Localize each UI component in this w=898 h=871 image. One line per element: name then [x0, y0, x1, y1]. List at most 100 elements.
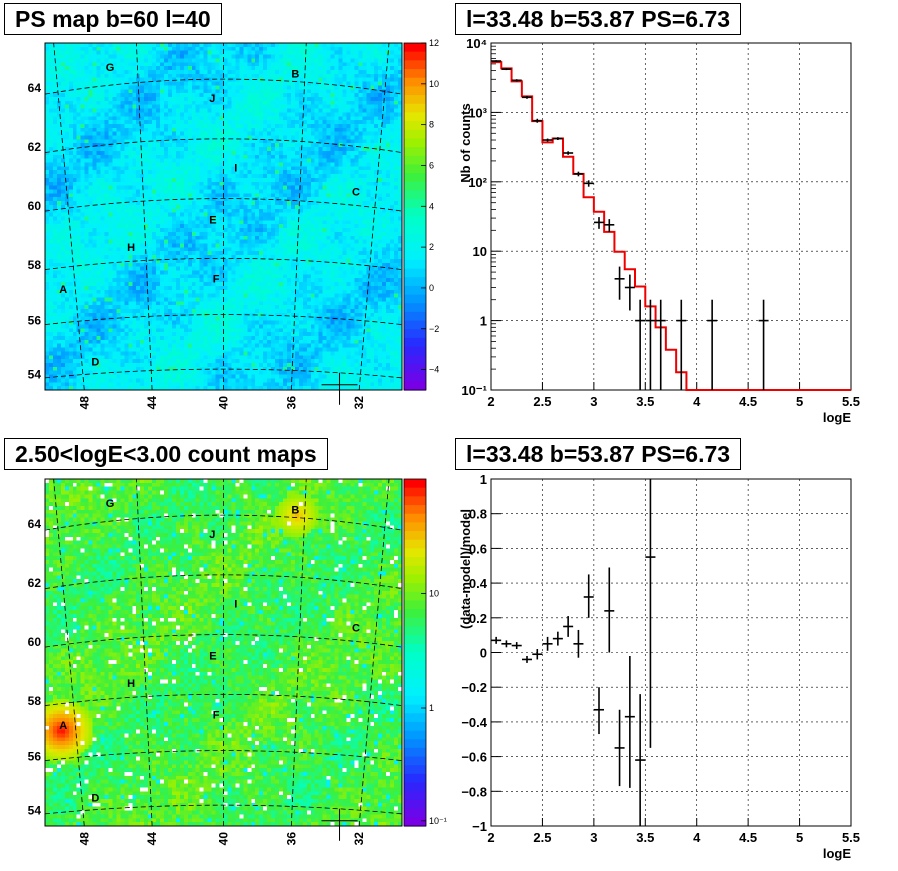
x-tick-label: 4.5 — [739, 394, 757, 409]
colorbar-cell — [404, 251, 426, 261]
source-label-b: B — [291, 505, 299, 517]
source-label-g: G — [106, 498, 115, 510]
y-tick-label: −0.2 — [461, 680, 487, 695]
colorbar-cell — [404, 285, 426, 296]
count-map: 54 56 58 60 62 64 48 44 40 36 32 A B C D E F G H I J — [28, 478, 403, 846]
colorbar-cell — [404, 591, 426, 602]
spectrum-title: l=33.48 b=53.87 PS=6.73 — [455, 3, 742, 35]
colorbar-cell — [404, 363, 426, 374]
colorbar-cell — [404, 539, 426, 549]
y-tick-label: −0.6 — [461, 750, 487, 765]
y-tick-label: 0.6 — [469, 541, 487, 556]
longitude-grid-line — [290, 478, 307, 827]
colorbar-cell — [404, 739, 426, 749]
colorbar-cell — [404, 531, 426, 541]
colorbar-cell — [404, 661, 426, 671]
longitude-tick-label: 32 — [352, 396, 366, 410]
y-tick-label: 10⁴ — [466, 36, 487, 51]
x-tick-label: 3 — [590, 830, 597, 845]
colorbar-cell — [404, 95, 426, 105]
model-step-line — [491, 61, 851, 391]
ps-map: 54 56 58 60 62 64 48 44 40 36 32 A B C D E F G H I J — [28, 42, 403, 410]
longitude-tick-label: 32 — [352, 832, 366, 846]
colorbar-cell — [404, 320, 426, 330]
x-tick-label: 5 — [796, 830, 803, 845]
colorbar-cell — [404, 372, 426, 382]
colorbar-tick-label: 2 — [429, 242, 434, 252]
longitude-tick-label: 48 — [77, 832, 91, 846]
colorbar-cell — [404, 799, 426, 810]
longitude-tick-label: 40 — [217, 832, 231, 846]
colorbar-cell — [404, 626, 426, 636]
latitude-grid-line — [44, 78, 403, 95]
y-tick-label: 0 — [480, 646, 487, 661]
colorbar-cell — [404, 225, 426, 235]
y-tick-label: 0.2 — [469, 611, 487, 626]
colorbar-cell — [404, 808, 426, 818]
colorbar-cell — [404, 756, 426, 766]
latitude-tick-label: 64 — [28, 517, 42, 531]
colorbar-cell — [404, 479, 426, 489]
source-label-c: C — [352, 187, 360, 199]
latitude-grid-line — [44, 634, 403, 648]
longitude-grid-line — [135, 478, 153, 827]
source-label-i: I — [234, 162, 237, 174]
longitude-grid-line — [290, 42, 307, 391]
colorbar-cell — [404, 505, 426, 515]
x-tick-label: 5 — [796, 394, 803, 409]
colorbar-cell — [404, 609, 426, 619]
ps-colorbar: 12 10 8 6 4 2 0 −2 −4 — [403, 38, 439, 391]
longitude-tick-label: 44 — [145, 832, 159, 846]
colorbar-cell — [404, 86, 426, 96]
source-label-c: C — [352, 623, 360, 635]
longitude-tick-label: 36 — [284, 396, 298, 410]
x-tick-label: 4 — [693, 394, 701, 409]
colorbar-cell — [404, 346, 426, 356]
colorbar-cell — [404, 277, 426, 287]
latitude-tick-label: 64 — [28, 81, 42, 95]
source-label-d: D — [91, 793, 99, 805]
source-label-j: J — [209, 93, 215, 105]
y-tick-label: 1 — [480, 472, 487, 487]
colorbar-tick-label: 1 — [429, 703, 434, 713]
source-label-d: D — [91, 357, 99, 369]
colorbar-cell — [404, 713, 426, 723]
latitude-tick-label: 56 — [28, 314, 42, 328]
colorbar-cell — [404, 565, 426, 576]
colorbar-tick-label: 6 — [429, 160, 434, 170]
residual-chart: 2 2.5 3 3.5 4 4.5 5 5.5 −1 −0.8 −0.6 −0.4 −0.2 0 0.2 0.… — [458, 472, 860, 861]
source-label-f: F — [213, 709, 220, 721]
latitude-tick-label: 58 — [28, 694, 42, 708]
colorbar-cell — [404, 695, 426, 706]
longitude-tick-label: 48 — [77, 396, 91, 410]
source-label-h: H — [127, 242, 135, 254]
colorbar-tick-label: 10⁻¹ — [429, 816, 447, 826]
colorbar-cell — [404, 216, 426, 226]
source-label-i: I — [234, 598, 237, 610]
latitude-tick-label: 60 — [28, 199, 42, 213]
colorbar-cell — [404, 112, 426, 122]
source-label-a: A — [59, 284, 67, 296]
colorbar-cell — [404, 337, 426, 348]
latitude-tick-label: 58 — [28, 258, 42, 272]
y-axis-label: Nb of counts — [458, 103, 473, 182]
colorbar-cell — [404, 164, 426, 174]
colorbar-cell — [404, 199, 426, 209]
colorbar-cell — [404, 522, 426, 532]
y-axis-label: (data-model)/model — [458, 509, 473, 629]
colorbar-cell — [404, 294, 426, 304]
colorbar-tick-label: −4 — [429, 365, 439, 375]
longitude-tick-label: 44 — [145, 396, 159, 410]
x-tick-label: 4.5 — [739, 830, 757, 845]
colorbar-cell — [404, 687, 426, 697]
latitude-grid-line — [44, 198, 403, 212]
colorbar-cell — [404, 303, 426, 313]
colorbar-cell — [404, 190, 426, 200]
colorbar-cell — [404, 155, 426, 166]
ps-map-title: PS map b=60 l=40 — [4, 3, 222, 35]
x-tick-label: 2 — [487, 830, 494, 845]
colorbar-cell — [404, 773, 426, 784]
y-tick-label: −0.4 — [461, 715, 487, 730]
residual-title: l=33.48 b=53.87 PS=6.73 — [455, 438, 742, 470]
source-label-f: F — [213, 273, 220, 285]
